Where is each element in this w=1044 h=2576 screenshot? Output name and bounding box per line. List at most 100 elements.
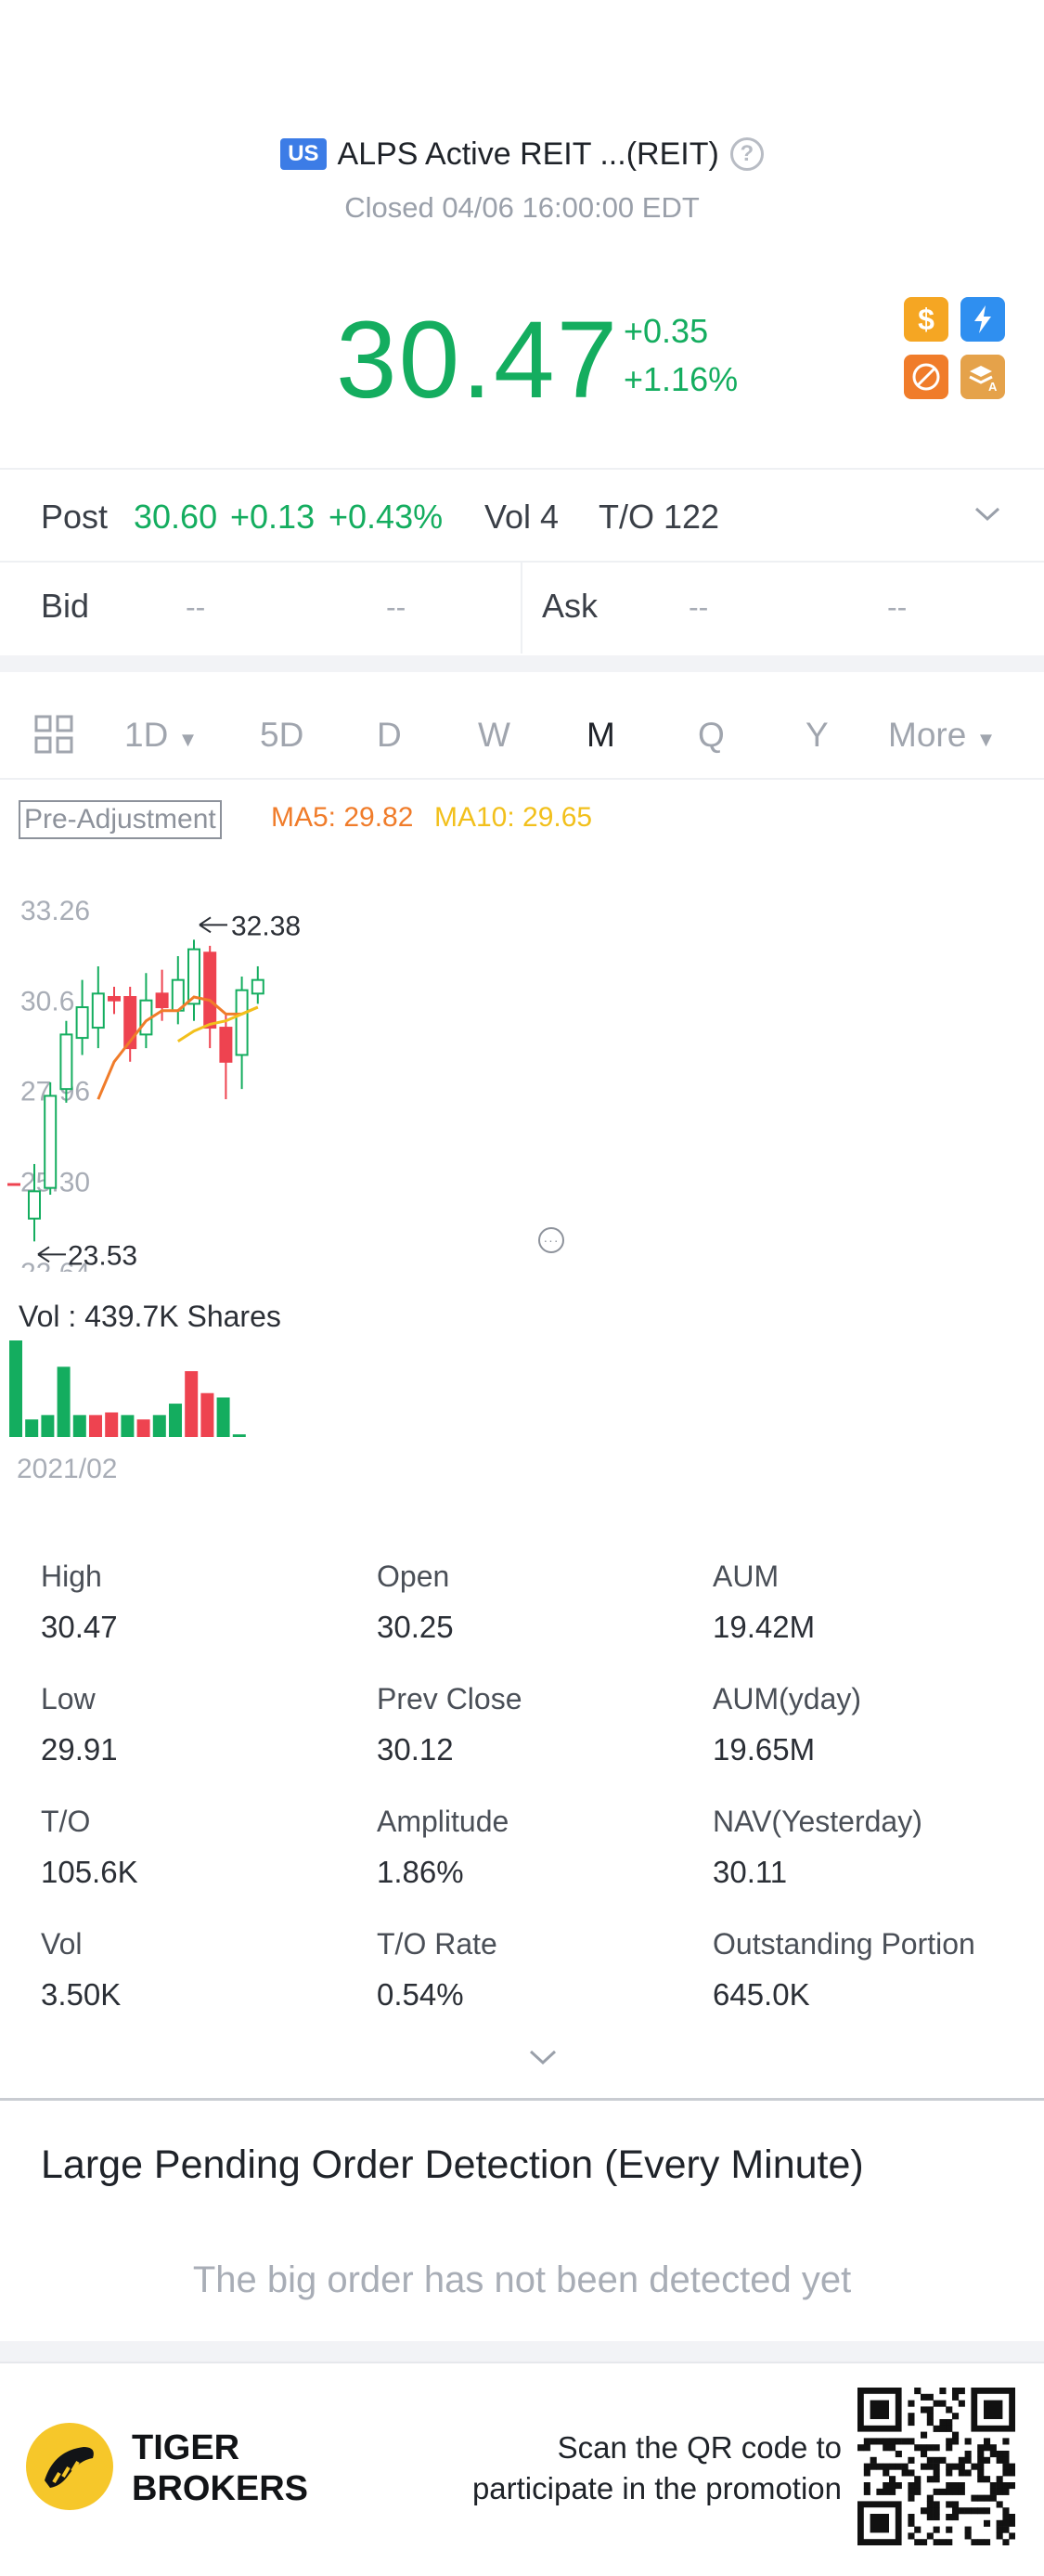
volume-bar xyxy=(89,1415,102,1437)
layers-a-icon[interactable]: A xyxy=(960,355,1005,399)
bid-price: -- xyxy=(186,590,206,624)
tab-y[interactable]: Y xyxy=(806,716,829,754)
question-circle-icon[interactable]: ? xyxy=(729,137,764,171)
tab-q[interactable]: Q xyxy=(698,716,725,754)
stat-label-aum: AUM xyxy=(713,1560,780,1593)
volume-bar xyxy=(216,1397,230,1437)
bid-label: Bid xyxy=(41,587,90,625)
brand-line-2: BROKERS xyxy=(132,2469,309,2508)
stat-label-amplitude: Amplitude xyxy=(377,1805,509,1838)
stat-label-low: Low xyxy=(41,1682,96,1715)
ask-label: Ask xyxy=(542,587,599,625)
candle xyxy=(155,969,169,1021)
chevron-down-icon[interactable] xyxy=(973,503,1002,525)
title-row: US ALPS Active REIT ...(REIT) ? xyxy=(0,134,1044,175)
tab-1d[interactable]: 1D ▼ xyxy=(124,716,199,754)
volume-bar xyxy=(185,1371,199,1437)
stat-label-t-o: T/O xyxy=(41,1805,91,1838)
y-tick-label: 33.26 xyxy=(20,896,90,926)
volume-bar xyxy=(136,1419,150,1437)
post-label: Post xyxy=(41,498,109,536)
post-price: 30.60 xyxy=(134,498,218,536)
low-marker-label: 23.53 xyxy=(68,1240,137,1271)
stat-value-t-o-rate: 0.54% xyxy=(377,1977,464,2012)
volume-bar xyxy=(152,1415,166,1437)
candle xyxy=(171,955,185,1025)
post-turnover: T/O 122 xyxy=(599,498,720,536)
promo-line-2: participate in the promotion xyxy=(471,2471,842,2505)
price-change: +0.35 xyxy=(624,312,709,350)
volume-bar xyxy=(121,1415,135,1437)
post-change-percent: +0.43% xyxy=(329,498,444,536)
volume-bar xyxy=(41,1415,55,1437)
tab-w[interactable]: W xyxy=(478,716,510,754)
volume-bar xyxy=(200,1392,214,1437)
stat-label-nav-yesterday: NAV(Yesterday) xyxy=(713,1805,922,1838)
more-info-icon[interactable]: ··· xyxy=(538,1227,564,1253)
stat-label-aum-yday: AUM(yday) xyxy=(713,1682,862,1715)
tab-m[interactable]: M xyxy=(586,716,615,754)
post-volume: Vol 4 xyxy=(484,498,560,536)
volume-bar xyxy=(9,1340,22,1437)
stat-label-vol: Vol xyxy=(41,1927,83,1961)
candle xyxy=(219,1014,233,1100)
candle xyxy=(235,976,249,1090)
stat-value-nav-yesterday: 30.11 xyxy=(713,1855,788,1889)
volume-bar xyxy=(57,1366,71,1437)
stat-value-high: 30.47 xyxy=(41,1610,118,1644)
grid-icon[interactable] xyxy=(33,714,74,755)
pre-adjustment-toggle[interactable]: Pre-Adjustment xyxy=(19,800,222,839)
volume-bar xyxy=(232,1434,246,1437)
volume-label: Vol : 439.7K Shares xyxy=(19,1300,281,1333)
ma10-value: MA10: 29.65 xyxy=(434,802,593,833)
stat-label-high: High xyxy=(41,1560,102,1593)
volume-bar xyxy=(72,1415,86,1437)
stat-label-open: Open xyxy=(377,1560,450,1593)
stat-value-low: 29.91 xyxy=(41,1732,118,1767)
tab-5d[interactable]: 5D xyxy=(260,716,304,754)
market-badge: US xyxy=(280,138,327,170)
stat-value-amplitude: 1.86% xyxy=(377,1855,464,1889)
dollar-icon[interactable]: $ xyxy=(904,297,948,342)
candle xyxy=(59,1020,73,1103)
stat-label-outstanding-portion: Outstanding Portion xyxy=(713,1927,975,1961)
ma10-line xyxy=(176,1005,259,1043)
candle xyxy=(251,965,264,1004)
stat-label-t-o-rate: T/O Rate xyxy=(377,1927,497,1961)
tab-more[interactable]: More ▼ xyxy=(888,716,997,754)
lightning-icon[interactable] xyxy=(960,297,1005,342)
ask-price: -- xyxy=(689,590,709,624)
stat-label-prev-close: Prev Close xyxy=(377,1682,522,1715)
pending-order-title: Large Pending Order Detection (Every Min… xyxy=(41,2142,864,2187)
last-price: 30.47 xyxy=(336,299,620,421)
y-tick-label: 22.64 xyxy=(20,1258,90,1272)
high-marker-arrow xyxy=(199,916,227,934)
stat-value-vol: 3.50K xyxy=(41,1977,122,2012)
market-status: Closed 04/06 16:00:00 EDT xyxy=(344,191,700,224)
no-margin-icon[interactable] xyxy=(904,355,948,399)
stat-value-prev-close: 30.12 xyxy=(377,1732,454,1767)
tiger-logo-icon xyxy=(26,2423,113,2510)
bid-size: -- xyxy=(386,590,406,624)
stat-value-t-o: 105.6K xyxy=(41,1855,138,1889)
ma5-line xyxy=(97,995,259,1100)
stat-value-outstanding-portion: 645.0K xyxy=(713,1977,810,2012)
volume-chart xyxy=(9,1340,246,1437)
expand-chevron-icon[interactable] xyxy=(527,2048,559,2068)
post-change: +0.13 xyxy=(230,498,316,536)
brand-line-1: TIGER xyxy=(132,2428,240,2467)
qr-code-icon xyxy=(857,2388,1015,2545)
low-marker-arrow xyxy=(37,1246,66,1263)
candle xyxy=(123,986,137,1062)
tab-d[interactable]: D xyxy=(377,716,402,754)
volume-bar xyxy=(25,1419,39,1437)
candle xyxy=(28,1163,41,1242)
price-change-percent: +1.16% xyxy=(624,360,739,398)
pending-order-message: The big order has not been detected yet xyxy=(192,2259,852,2300)
candle xyxy=(187,939,200,1021)
candle xyxy=(44,1081,58,1196)
ma5-value: MA5: 29.82 xyxy=(271,802,414,833)
volume-bar xyxy=(169,1404,182,1437)
candle xyxy=(75,979,89,1055)
